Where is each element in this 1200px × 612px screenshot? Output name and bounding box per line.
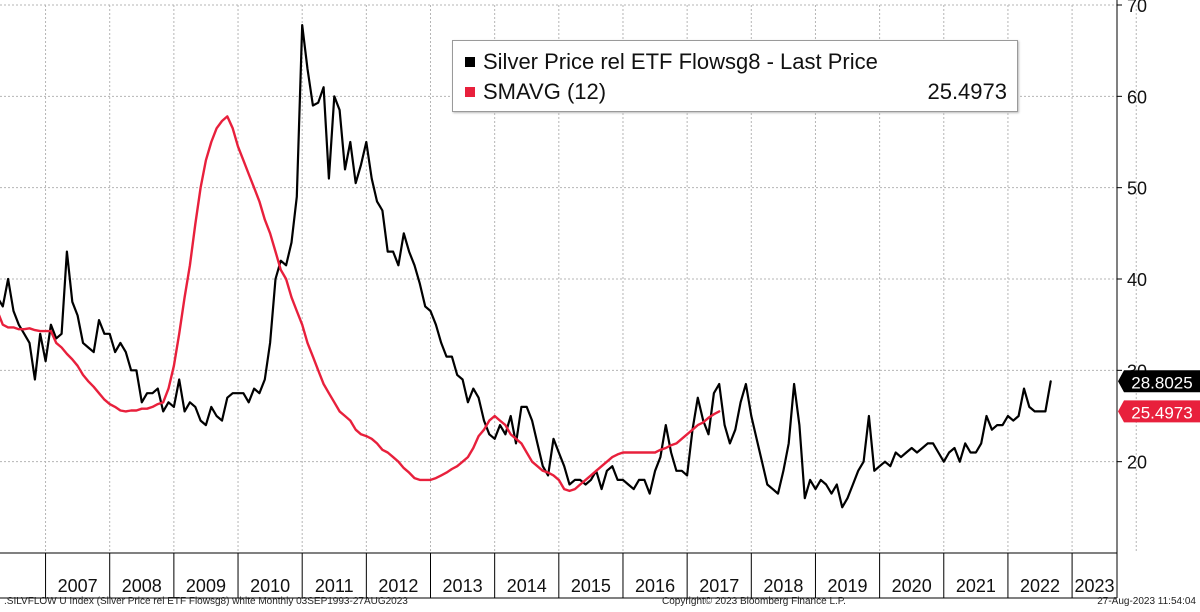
legend-value-smavg: 25.4973 xyxy=(927,79,1007,104)
x-tick-label: 2012 xyxy=(378,576,418,596)
x-tick-label: 2007 xyxy=(58,576,98,596)
x-tick-label: 2019 xyxy=(828,576,868,596)
legend-label-smavg: SMAVG (12) xyxy=(483,79,607,104)
x-tick-label: 2017 xyxy=(699,576,739,596)
footer-index-info: .SILVFLOW U Index (Silver Price rel ETF … xyxy=(4,596,408,607)
last-value-tag-smavg xyxy=(1118,400,1200,423)
y-tick-label: 60 xyxy=(1127,87,1147,107)
y-tick-label: 70 xyxy=(1127,0,1147,16)
legend-item-price: Silver Price rel ETF Flowsg8 - Last Pric… xyxy=(461,47,1007,77)
plot-area xyxy=(0,24,1052,509)
x-tick-label: 2011 xyxy=(315,576,354,596)
legend: Silver Price rel ETF Flowsg8 - Last Pric… xyxy=(452,40,1018,112)
last-value-text-smavg: 25.4973 xyxy=(1131,403,1192,422)
x-tick-label: 2016 xyxy=(635,576,675,596)
y-tick-label: 40 xyxy=(1127,270,1147,290)
x-tick-label: 2022 xyxy=(1020,576,1060,596)
y-axis: 203040506070 xyxy=(1116,0,1147,598)
legend-label-price: Silver Price rel ETF Flowsg8 - Last Pric… xyxy=(483,49,878,74)
x-tick-label: 2018 xyxy=(763,576,803,596)
legend-swatch-price xyxy=(465,57,475,67)
x-tick-label: 2014 xyxy=(507,576,547,596)
footer-timestamp: 27-Aug-2023 11:54:04 xyxy=(1097,596,1196,607)
x-tick-label: 2010 xyxy=(250,576,290,596)
last-value-tag-price xyxy=(1118,370,1200,393)
legend-swatch-smavg xyxy=(465,87,475,97)
x-tick-label: 2015 xyxy=(571,576,611,596)
y-tick-label: 50 xyxy=(1127,179,1147,199)
x-tick-label: 2009 xyxy=(186,576,226,596)
y-tick-label: 20 xyxy=(1127,453,1147,473)
footer-copyright: Copyright© 2023 Bloomberg Finance L.P. xyxy=(662,596,846,607)
series-line-price xyxy=(0,24,1052,509)
x-tick-label: 2008 xyxy=(122,576,162,596)
x-tick-label: 2023 xyxy=(1075,576,1115,596)
x-axis: 2007 2008 2009 2010 2011 2012 2013 2014 2015 2016… xyxy=(0,552,1117,599)
last-value-text-price: 28.8025 xyxy=(1131,373,1192,392)
last-value-tags: 28.8025 25.4973 xyxy=(1118,370,1200,423)
x-tick-label: 2021 xyxy=(956,576,996,596)
series-line-smavg xyxy=(0,115,721,493)
legend-item-smavg: SMAVG (12) 25.4973 xyxy=(461,77,1007,107)
x-tick-label: 2013 xyxy=(443,576,483,596)
x-tick-label: 2020 xyxy=(892,576,932,596)
